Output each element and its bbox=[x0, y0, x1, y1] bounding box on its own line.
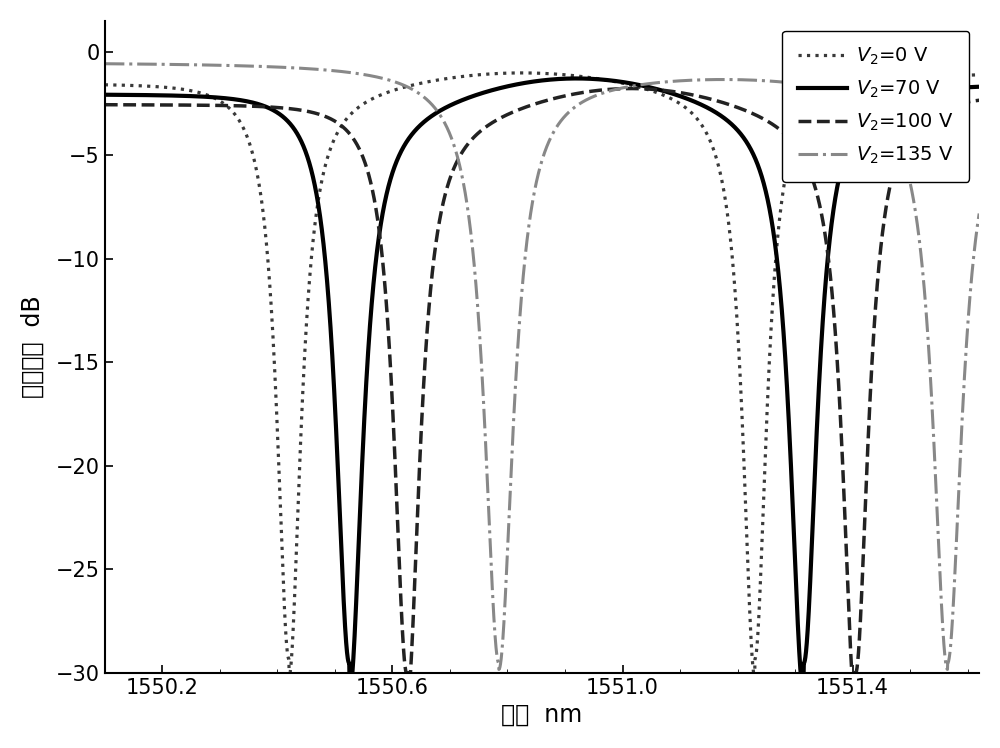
$V_{\rm 2}$=70 V bbox=[973, 82, 985, 91]
$V_{\rm 2}$=135 V bbox=[794, 79, 806, 88]
X-axis label: 波长  nm: 波长 nm bbox=[501, 703, 583, 727]
Line: $V_{\rm 2}$=0 V: $V_{\rm 2}$=0 V bbox=[105, 73, 979, 672]
$V_{\rm 2}$=70 V bbox=[143, 91, 155, 99]
$V_{\rm 2}$=0 V bbox=[143, 82, 155, 91]
$V_{\rm 2}$=0 V bbox=[747, 666, 759, 675]
$V_{\rm 2}$=70 V bbox=[99, 91, 111, 99]
$V_{\rm 2}$=70 V bbox=[655, 85, 667, 94]
$V_{\rm 2}$=0 V bbox=[516, 68, 528, 77]
$V_{\rm 2}$=100 V bbox=[616, 85, 628, 94]
$V_{\rm 2}$=70 V bbox=[415, 120, 427, 129]
$V_{\rm 2}$=0 V bbox=[655, 90, 667, 99]
$V_{\rm 2}$=0 V bbox=[794, 120, 806, 129]
$V_{\rm 2}$=100 V bbox=[973, 96, 985, 105]
$V_{\rm 2}$=70 V bbox=[343, 668, 355, 677]
Legend: $V_{\rm 2}$=0 V, $V_{\rm 2}$=70 V, $V_{\rm 2}$=100 V, $V_{\rm 2}$=135 V: $V_{\rm 2}$=0 V, $V_{\rm 2}$=70 V, $V_{\… bbox=[782, 31, 969, 182]
$V_{\rm 2}$=70 V bbox=[794, 658, 806, 667]
$V_{\rm 2}$=70 V bbox=[616, 78, 628, 87]
$V_{\rm 2}$=100 V bbox=[747, 109, 759, 118]
$V_{\rm 2}$=135 V bbox=[616, 84, 628, 93]
$V_{\rm 2}$=135 V bbox=[747, 76, 759, 85]
$V_{\rm 2}$=100 V bbox=[99, 100, 111, 109]
$V_{\rm 2}$=100 V bbox=[625, 84, 637, 93]
$V_{\rm 2}$=135 V bbox=[143, 60, 155, 69]
$V_{\rm 2}$=0 V bbox=[973, 70, 985, 79]
$V_{\rm 2}$=100 V bbox=[400, 668, 412, 677]
$V_{\rm 2}$=70 V bbox=[570, 74, 582, 83]
Line: $V_{\rm 2}$=135 V: $V_{\rm 2}$=135 V bbox=[105, 64, 979, 669]
$V_{\rm 2}$=135 V bbox=[973, 209, 985, 218]
$V_{\rm 2}$=0 V bbox=[616, 79, 628, 88]
$V_{\rm 2}$=135 V bbox=[415, 91, 427, 99]
$V_{\rm 2}$=0 V bbox=[283, 668, 295, 677]
Line: $V_{\rm 2}$=70 V: $V_{\rm 2}$=70 V bbox=[105, 79, 979, 672]
$V_{\rm 2}$=135 V bbox=[99, 59, 111, 68]
$V_{\rm 2}$=100 V bbox=[655, 85, 667, 94]
$V_{\rm 2}$=100 V bbox=[794, 147, 806, 156]
$V_{\rm 2}$=135 V bbox=[493, 665, 505, 674]
$V_{\rm 2}$=70 V bbox=[747, 150, 759, 159]
Line: $V_{\rm 2}$=100 V: $V_{\rm 2}$=100 V bbox=[105, 88, 979, 672]
$V_{\rm 2}$=135 V bbox=[654, 78, 666, 87]
$V_{\rm 2}$=100 V bbox=[415, 421, 427, 430]
$V_{\rm 2}$=0 V bbox=[99, 80, 111, 89]
$V_{\rm 2}$=0 V bbox=[415, 79, 427, 88]
Y-axis label: 传输响应  dB: 传输响应 dB bbox=[21, 295, 45, 398]
$V_{\rm 2}$=100 V bbox=[143, 100, 155, 109]
